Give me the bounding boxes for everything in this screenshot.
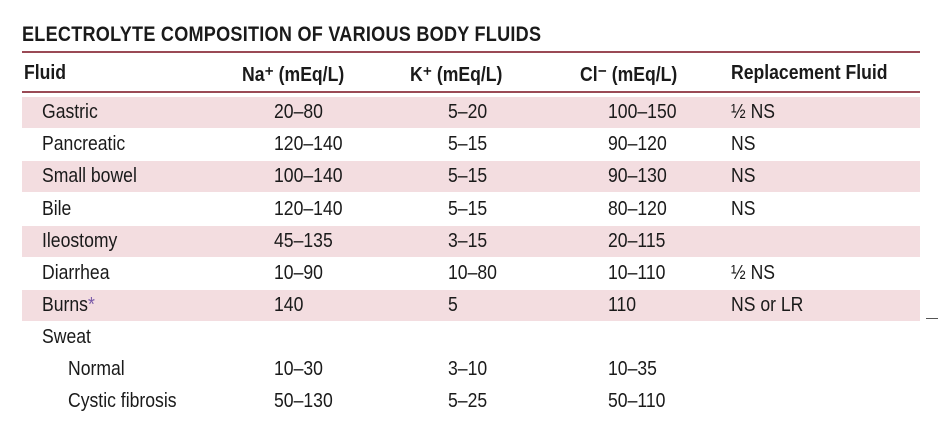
table-row: Gastric 20–80 5–20 100–150 ½ NS bbox=[22, 97, 920, 128]
header-sodium: Na⁺ (mEq/L) bbox=[242, 64, 345, 86]
cell-chloride: 100–150 bbox=[608, 101, 677, 123]
fluid-label: Normal bbox=[68, 358, 125, 380]
cell-chloride: 80–120 bbox=[608, 198, 667, 220]
cell-replacement: NS bbox=[731, 165, 756, 187]
cell-sodium: 10–30 bbox=[274, 358, 323, 380]
cell-fluid: Pancreatic bbox=[42, 133, 125, 156]
table-row: Pancreatic 120–140 5–15 90–120 NS bbox=[22, 129, 920, 160]
cell-potassium: 5–15 bbox=[448, 133, 488, 155]
cell-chloride: 10–110 bbox=[608, 262, 666, 284]
fluid-label: Small bowel bbox=[42, 165, 137, 187]
fluid-label: Bile bbox=[42, 198, 72, 220]
cell-sodium: 20–80 bbox=[274, 101, 323, 123]
cell-sodium: 50–130 bbox=[274, 390, 333, 412]
table-row: Diarrhea 10–90 10–80 10–110 ½ NS bbox=[22, 258, 920, 289]
cell-potassium: 5–20 bbox=[448, 101, 488, 123]
footnote-marker: * bbox=[87, 294, 95, 316]
table-row: Ileostomy 45–135 3–15 20–115 bbox=[22, 226, 920, 257]
cell-sodium: 10–90 bbox=[274, 262, 323, 284]
cell-fluid: Diarrhea bbox=[42, 262, 109, 285]
cell-potassium: 10–80 bbox=[448, 262, 497, 284]
table-row: Sweat bbox=[22, 322, 920, 353]
cell-chloride: 90–130 bbox=[608, 165, 667, 187]
fluid-label: Cystic fibrosis bbox=[68, 390, 177, 412]
cell-potassium: 3–10 bbox=[448, 358, 488, 380]
cell-fluid: Cystic fibrosis bbox=[68, 390, 177, 413]
cell-fluid: Small bowel bbox=[42, 165, 137, 188]
cell-chloride: 110 bbox=[608, 294, 637, 316]
cell-replacement: NS bbox=[731, 198, 756, 220]
cell-potassium: 5–15 bbox=[448, 198, 488, 220]
cell-replacement: ½ NS bbox=[731, 262, 776, 284]
cell-sodium: 140 bbox=[274, 294, 304, 316]
cell-fluid: Gastric bbox=[42, 101, 98, 124]
cell-potassium: 3–15 bbox=[448, 230, 488, 252]
cell-sodium: 100–140 bbox=[274, 165, 343, 187]
table-title: ELECTROLYTE COMPOSITION OF VARIOUS BODY … bbox=[22, 23, 542, 46]
fluid-label: Pancreatic bbox=[42, 133, 126, 155]
page-edge-mark bbox=[926, 318, 938, 319]
cell-chloride: 50–110 bbox=[608, 390, 666, 412]
fluid-label: Diarrhea bbox=[42, 262, 110, 284]
cell-sodium: 45–135 bbox=[274, 230, 333, 252]
header-potassium: K⁺ (mEq/L) bbox=[410, 64, 503, 86]
fluid-label: Sweat bbox=[42, 326, 91, 348]
cell-potassium: 5 bbox=[448, 294, 458, 316]
cell-fluid: Bile bbox=[42, 198, 71, 221]
table-row: Normal 10–30 3–10 10–35 bbox=[22, 354, 920, 385]
cell-sodium: 120–140 bbox=[274, 133, 343, 155]
header-replacement: Replacement Fluid bbox=[731, 62, 888, 84]
header-chloride: Cl⁻ (mEq/L) bbox=[580, 64, 678, 86]
cell-replacement: NS or LR bbox=[731, 294, 804, 316]
cell-fluid: Ileostomy bbox=[42, 230, 117, 253]
cell-chloride: 10–35 bbox=[608, 358, 657, 380]
cell-replacement: ½ NS bbox=[731, 101, 776, 123]
header-rule bbox=[22, 91, 920, 93]
header-fluid: Fluid bbox=[24, 62, 67, 84]
fluid-label: Gastric bbox=[42, 101, 98, 123]
cell-replacement: NS bbox=[731, 133, 756, 155]
fluid-label: Ileostomy bbox=[42, 230, 118, 252]
cell-fluid: Burns* bbox=[42, 294, 95, 317]
fluid-label: Burns bbox=[42, 294, 88, 316]
cell-potassium: 5–15 bbox=[448, 165, 488, 187]
table-row: Bile 120–140 5–15 80–120 NS bbox=[22, 194, 920, 225]
cell-potassium: 5–25 bbox=[448, 390, 488, 412]
table-row: Cystic fibrosis 50–130 5–25 50–110 bbox=[22, 386, 920, 417]
top-rule bbox=[22, 51, 920, 53]
cell-fluid: Sweat bbox=[42, 326, 91, 349]
table-row: Burns* 140 5 110 NS or LR bbox=[22, 290, 920, 321]
cell-chloride: 20–115 bbox=[608, 230, 666, 252]
cell-sodium: 120–140 bbox=[274, 198, 343, 220]
table-row: Small bowel 100–140 5–15 90–130 NS bbox=[22, 161, 920, 192]
cell-chloride: 90–120 bbox=[608, 133, 667, 155]
cell-fluid: Normal bbox=[68, 358, 125, 381]
